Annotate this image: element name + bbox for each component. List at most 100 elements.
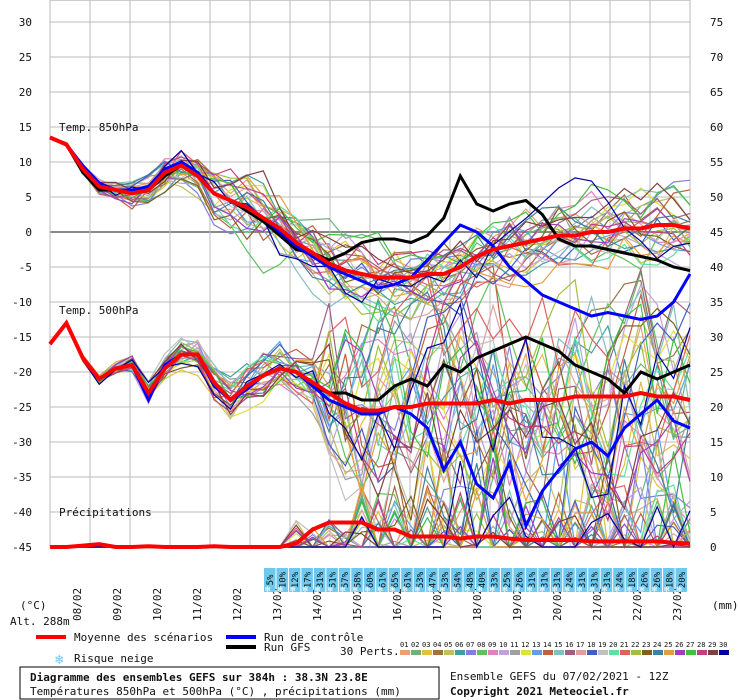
legend-perts-label: 30 Perts. — [340, 645, 400, 658]
snow-risk-cell — [388, 568, 401, 592]
legend-gfs-label: Run GFS — [264, 641, 310, 654]
pert-legend-swatch — [576, 650, 586, 655]
snowflake-icon: ❄ — [390, 585, 396, 595]
snowflake-icon: ❄ — [402, 585, 408, 595]
snow-risk-percent: 65% — [391, 571, 401, 588]
snowflake-icon: ❄ — [277, 585, 283, 595]
snow-risk-cell — [401, 568, 413, 592]
right-tick-label: 30 — [710, 331, 723, 344]
pert-legend-swatch — [620, 650, 630, 655]
pert-legend-swatch — [653, 650, 663, 655]
snowflake-icon: ❄ — [315, 585, 321, 595]
snowflake-icon: ❄ — [527, 585, 533, 595]
main-series-lines — [48, 135, 692, 549]
x-tick-label: 14/02 — [311, 588, 324, 621]
snow-risk-percent: 18% — [628, 571, 638, 588]
snow-risk-percent: 26% — [516, 571, 526, 588]
pert-29-t500-line — [49, 321, 691, 510]
snowflake-icon: ❄ — [377, 585, 383, 595]
pert-legend-swatch — [686, 650, 696, 655]
snowflake-icon: ❄ — [489, 585, 495, 595]
snowflake-icon: ❄ — [440, 585, 446, 595]
snow-risk-percent: 40% — [478, 571, 488, 588]
snowflake-icon: ❄ — [477, 585, 483, 595]
right-tick-label: 65 — [710, 86, 723, 99]
x-tick-label: 23/02 — [671, 588, 684, 621]
pert-legend-number: 05 — [444, 641, 452, 649]
pert-30-t500-line — [49, 301, 691, 499]
pert-legend-number: 15 — [554, 641, 562, 649]
pert-legend-number: 08 — [477, 641, 485, 649]
snow-risk-percent: 31% — [553, 571, 563, 588]
x-tick-label: 13/02 — [271, 588, 284, 621]
pert-legend-number: 16 — [565, 641, 573, 649]
right-tick-label: 70 — [710, 51, 723, 64]
snow-risk-percent: 31% — [528, 571, 538, 588]
pert-legend-number: 21 — [620, 641, 628, 649]
pert-legend-swatch — [631, 650, 641, 655]
snowflake-icon: ❄ — [577, 585, 583, 595]
snow-risk-cell — [264, 568, 276, 592]
x-tick-label: 09/02 — [111, 588, 124, 621]
x-tick-label: 19/02 — [511, 588, 524, 621]
snowflake-icon: ❄ — [502, 585, 508, 595]
snow-risk-percent: 31% — [590, 571, 600, 588]
snow-risk-cell — [301, 568, 313, 592]
right-tick-label: 75 — [710, 16, 723, 29]
snow-risk-cell — [351, 568, 363, 592]
left-tick-label: 30 — [19, 16, 32, 29]
right-tick-label: 15 — [710, 436, 723, 449]
snowflake-icon: ❄ — [552, 585, 558, 595]
snowflake-icon: ❄ — [327, 585, 333, 595]
pert-legend-number: 13 — [532, 641, 540, 649]
x-tick-label: 21/02 — [591, 588, 604, 621]
snow-risk-cell — [500, 568, 513, 592]
snow-risk-percent: 53% — [441, 571, 451, 588]
pert-22-t850-line — [49, 136, 691, 321]
chart-subtitle: Températures 850hPa et 500hPa (°C) , pré… — [30, 685, 401, 698]
snow-risk-percent: 20% — [678, 571, 688, 588]
snow-risk-row: 5%❄10%❄12%❄17%❄31%❄51%❄57%❄58%❄60%❄61%❄6… — [264, 568, 688, 595]
snow-risk-cell — [338, 568, 351, 592]
pert-legend-number: 23 — [642, 641, 650, 649]
snow-risk-cell — [513, 568, 525, 592]
pert-legend-swatch — [466, 650, 476, 655]
snow-risk-cell — [476, 568, 488, 592]
left-tick-label: 15 — [19, 121, 32, 134]
pert-legend: 01 02 03 04 05 06 07 08 09 10 11 12 13 14 15 16 17 18 19 20… — [400, 641, 729, 655]
pert-legend-swatch — [510, 650, 520, 655]
snow-risk-percent: 18% — [665, 571, 675, 588]
snow-risk-cell — [438, 568, 451, 592]
left-tick-label: -30 — [12, 436, 32, 449]
pert-legend-swatch — [543, 650, 553, 655]
pert-24-t850-line — [49, 136, 691, 296]
right-tick-label: 10 — [710, 471, 723, 484]
left-tick-label: 5 — [25, 191, 32, 204]
snowflake-icon: ❄ — [55, 652, 64, 668]
right-tick-label: 25 — [710, 366, 723, 379]
pert-legend-number: 28 — [697, 641, 705, 649]
pert-legend-number: 29 — [708, 641, 716, 649]
pert-legend-swatch — [433, 650, 443, 655]
pert-legend-swatch — [422, 650, 432, 655]
pert-legend-swatch — [488, 650, 498, 655]
left-tick-label: -10 — [12, 296, 32, 309]
snow-risk-cell — [538, 568, 550, 592]
snowflake-icon: ❄ — [340, 585, 346, 595]
right-tick-label: 40 — [710, 261, 723, 274]
right-axis-unit: (mm) — [712, 599, 739, 612]
snow-risk-percent: 26% — [653, 571, 663, 588]
snow-risk-cell — [326, 568, 338, 592]
snow-risk-percent: 61% — [403, 571, 413, 588]
snowflake-icon: ❄ — [677, 585, 683, 595]
x-tick-label: 16/02 — [391, 588, 404, 621]
x-tick-label: 22/02 — [631, 588, 644, 621]
snow-risk-percent: 24% — [615, 571, 625, 588]
left-tick-label: 10 — [19, 156, 32, 169]
snowflake-icon: ❄ — [290, 585, 296, 595]
snow-risk-cell — [638, 568, 650, 592]
left-axis-unit: (°C) — [20, 599, 47, 612]
pert-legend-swatch — [444, 650, 454, 655]
snow-risk-percent: 51% — [329, 571, 339, 588]
